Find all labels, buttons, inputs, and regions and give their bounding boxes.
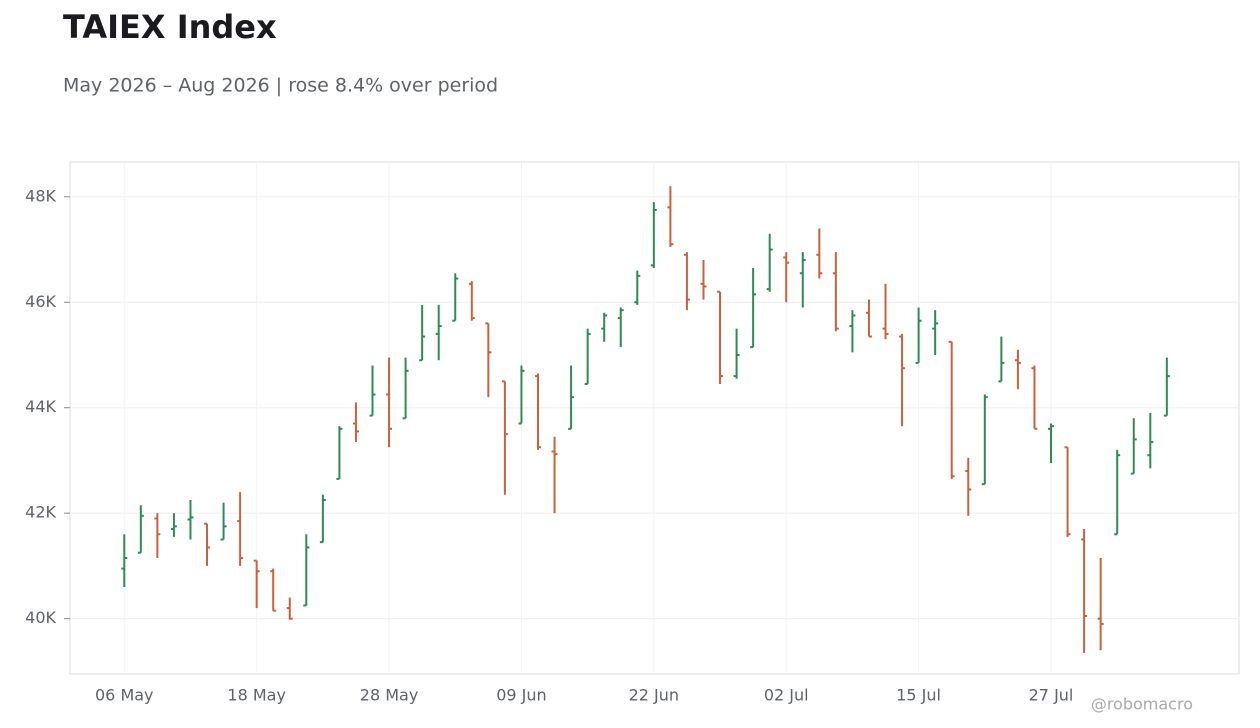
- x-tick-label: 28 May: [360, 686, 419, 705]
- x-tick-label: 15 Jul: [896, 686, 941, 705]
- y-tick-label: 48K: [25, 186, 56, 205]
- x-tick-label: 22 Jun: [629, 686, 679, 705]
- x-tick-label: 02 Jul: [764, 686, 809, 705]
- watermark: @robomacro: [1091, 695, 1193, 714]
- x-tick-label: 09 Jun: [496, 686, 546, 705]
- x-tick-label: 27 Jul: [1029, 686, 1074, 705]
- x-tick-label: 18 May: [227, 686, 286, 705]
- y-tick-label: 46K: [25, 292, 56, 311]
- chart-title: TAIEX Index: [63, 8, 277, 46]
- chart-subtitle: May 2026 – Aug 2026 | rose 8.4% over per…: [63, 75, 498, 97]
- plot-frame: [69, 161, 1240, 675]
- y-tick-label: 40K: [25, 608, 56, 627]
- x-tick-label: 06 May: [95, 686, 154, 705]
- y-tick-label: 44K: [25, 397, 56, 416]
- y-tick-label: 42K: [25, 503, 56, 522]
